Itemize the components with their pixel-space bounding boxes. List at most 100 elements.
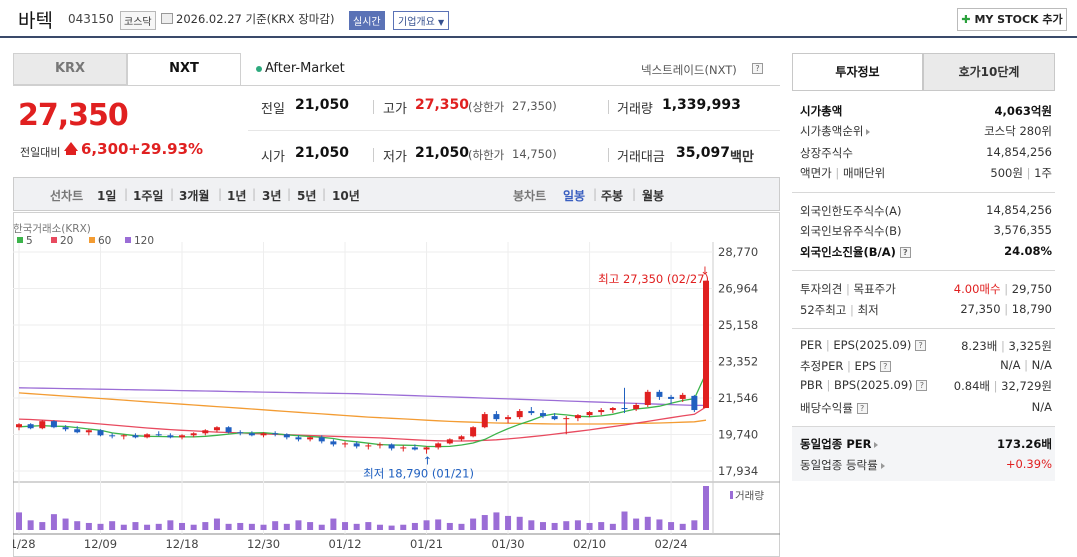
period-daily[interactable]: 일봉 [563,189,586,203]
period-3m[interactable]: 3개월 [179,189,210,203]
industry-change-label[interactable]: 동일업종 등락률 [800,457,885,473]
legend-swatch [51,237,57,243]
amount-label: 거래대금 [617,150,665,165]
eps-text: EPS(2025.09) [833,338,912,352]
volume-bar [307,522,314,530]
candle-body [272,433,279,435]
upper-limit-label: (상한가 [468,100,505,114]
help-icon[interactable]: ? [856,403,868,414]
max-price-label: 최고 27,350 (02/27) [598,272,709,286]
candle-body [388,444,395,449]
x-tick-label: 11/28 [13,537,36,551]
candle-body [342,443,349,445]
candle-body [411,447,418,450]
y-tick-label: 21,546 [718,391,758,405]
candle-body [353,443,360,447]
volume-bar [644,516,651,530]
candle-body [213,427,220,431]
x-tick-label: 12/09 [84,537,117,551]
period-1y[interactable]: 1년 [227,189,247,203]
period-1w[interactable]: 1주일 [133,189,164,203]
candle-body [435,443,442,448]
company-overview-button[interactable]: 기업개요 ▼ [393,11,450,30]
volume-bar [74,521,81,530]
industry-change-row: 동일업종 등락률 +0.39% [800,457,1052,477]
after-market-label: After-Market [265,61,345,76]
foreign-ratio-label: 외국인소진율(B/A) ? [800,244,911,260]
volume-bar [260,524,267,530]
volume-bar [656,519,663,530]
tab-nxt[interactable]: NXT [127,53,241,85]
est-per-value: N/A | N/A [1000,358,1052,372]
candle-body [39,421,46,429]
candle-body [539,413,546,417]
tab-krx[interactable]: KRX [13,53,127,85]
foreign-limit-label: 외국인한도주식수(A) [800,204,902,218]
tab-invest-info[interactable]: 투자정보 [792,53,923,91]
volume-bar [621,511,628,530]
candlechart-option[interactable]: 봉차트 [513,189,547,203]
foreign-hold-label: 외국인보유주식수(B) [800,224,902,238]
my-stock-add-button[interactable]: ✚ MY STOCK 추가 [957,8,1067,31]
week52-label: 52주최고 | 최저 [800,303,879,317]
candle-body [551,416,558,420]
divider [13,85,780,86]
help-icon[interactable]: ? [879,361,891,372]
rank-text: 시가총액순위 [800,124,864,138]
chart-toolbar [13,177,780,211]
volume-bar [388,525,395,530]
change-value: 6,300 [81,140,129,158]
market-cap-rank-value: 코스닥 280위 [984,124,1052,138]
candle-body [295,437,302,440]
candle-body [202,430,209,434]
target-val: 29,750 [1011,282,1052,296]
period-weekly[interactable]: 주봉 [601,189,624,203]
tab-orderbook[interactable]: 호가10단계 [923,53,1055,91]
face-text: 액면가 [800,166,832,180]
volume-bar [39,522,46,530]
x-tick-label: 01/12 [328,537,361,551]
industry-per-label[interactable]: 동일업종 PER [800,436,879,452]
candle-body [283,434,290,438]
price-chart[interactable]: 28,770 26,964 25,158 23,352 21,546 19,740 17,9… [13,212,780,557]
help-icon[interactable]: ? [752,63,763,74]
volume-bar [330,518,337,530]
market-cap-rank-label[interactable]: 시가총액순위 [800,123,871,139]
candle-body [679,394,686,399]
chart-border [13,212,780,557]
shares-row: 상장주식수 14,854,256 [800,145,1052,165]
linechart-option[interactable]: 선차트 [50,189,84,203]
period-3y[interactable]: 3년 [262,189,282,203]
legend-swatch [125,237,131,243]
per-val: 8.23배 [961,339,998,353]
help-icon[interactable]: ? [899,247,911,258]
volume-bar [27,520,34,530]
market-cap-rank-row: 시가총액순위 코스닥 280위 [800,123,1052,143]
volume-bar [400,524,407,530]
est-per-label: 추정PER | EPS ? [800,358,891,374]
foreign-hold-row: 외국인보유주식수(B) 3,576,355 [800,223,1052,243]
w52-low-val: 18,790 [1011,302,1052,316]
per-label: PER | EPS(2025.09) ? [800,338,927,352]
period-10y[interactable]: 10년 [332,189,360,203]
volume-bar [225,523,232,530]
divider [792,192,1055,193]
help-icon[interactable]: ? [915,340,927,351]
nextrade-link[interactable]: 넥스트레이드(NXT) [641,63,737,77]
help-icon[interactable]: ? [916,380,928,391]
industry-per-value: 173.26배 [997,437,1052,451]
volume-bar [109,521,116,530]
volume-bar [470,518,477,530]
volume-bar [435,519,442,530]
volume-bar [97,523,104,530]
volume-bar [167,520,174,530]
market-cap-label: 시가총액 [800,104,843,118]
period-5y[interactable]: 5년 [297,189,317,203]
candle-body [633,404,640,410]
period-1d[interactable]: 1일 [97,189,117,203]
period-monthly[interactable]: 월봉 [642,189,665,203]
realtime-badge[interactable]: 실시간 [349,11,385,30]
trade-unit-text: 매매단위 [842,166,886,180]
candle-body [505,417,512,420]
top-bar [0,0,1077,38]
